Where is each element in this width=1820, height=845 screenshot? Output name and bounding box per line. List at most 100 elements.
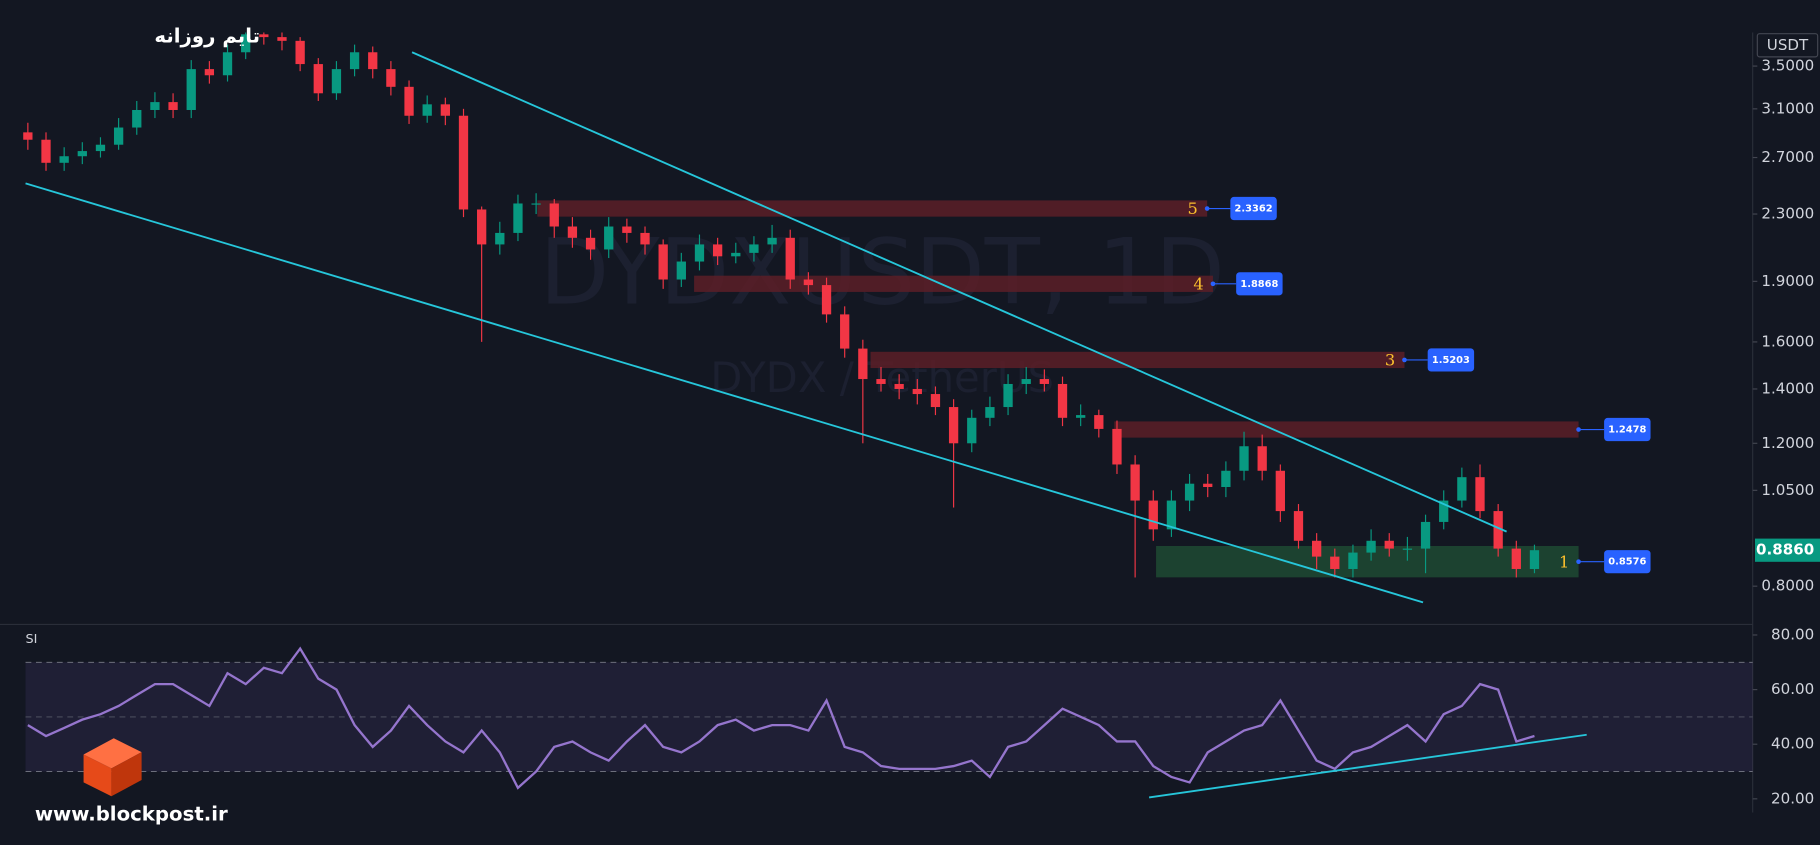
candle-body <box>1311 540 1322 557</box>
candle-body <box>1130 464 1140 501</box>
zone-number: 5 <box>1188 199 1198 218</box>
candle-body <box>1076 415 1086 418</box>
candle-body <box>749 244 759 253</box>
brand: www.blockpost.ir <box>35 802 228 825</box>
candle-body <box>1094 415 1104 429</box>
candle-body <box>1493 511 1503 549</box>
candle-body <box>477 209 487 245</box>
candle-body <box>295 40 305 65</box>
candle-body <box>767 237 777 245</box>
rsi-tick-label: 60.00 <box>1771 680 1814 698</box>
candle-body <box>386 69 396 87</box>
zone-number: 4 <box>1193 274 1203 293</box>
candle-body <box>313 64 323 94</box>
level-badge <box>1230 196 1277 221</box>
candle-body <box>1348 552 1358 569</box>
candle-body <box>222 52 233 76</box>
y-tick-label: 2.3000 <box>1761 205 1814 223</box>
candle-body <box>567 226 578 238</box>
level-zone <box>1114 421 1579 438</box>
candle-body <box>495 232 505 245</box>
channel-upper <box>411 51 1507 533</box>
rsi-trendline <box>1148 733 1587 799</box>
y-tick-label: 1.2000 <box>1761 434 1814 452</box>
rsi-tick-label: 20.00 <box>1771 789 1814 807</box>
candle-body <box>712 244 723 257</box>
candle-body <box>1184 483 1195 501</box>
level-value: 2.3362 <box>1235 204 1273 215</box>
rsi-tick-label: 80.00 <box>1771 625 1814 643</box>
last-price-label: 0.8860 <box>1756 541 1814 559</box>
candle-body <box>912 388 922 395</box>
candle-body <box>1439 500 1449 522</box>
candle-body <box>1239 446 1249 471</box>
y-tick-label: 1.6000 <box>1761 332 1814 350</box>
currency: USDT <box>1767 36 1809 54</box>
candle-body <box>77 151 87 157</box>
candle-body <box>168 102 178 110</box>
candle-body <box>676 261 686 280</box>
candle-body <box>241 34 251 53</box>
candle-body <box>1003 383 1013 408</box>
candle-body <box>331 69 342 94</box>
candle-body <box>1203 483 1213 488</box>
y-tick-label: 1.4000 <box>1761 379 1814 397</box>
zone-number: 1 <box>1559 552 1569 571</box>
candle-body <box>113 127 124 145</box>
candle-body <box>1402 548 1413 550</box>
candle-body <box>640 232 650 245</box>
level-dot <box>1204 206 1210 211</box>
currency-box <box>1756 33 1819 58</box>
rsi-line <box>27 646 1535 790</box>
level-badge <box>1427 348 1475 372</box>
candle-body <box>876 379 886 384</box>
candle-body <box>731 252 741 257</box>
y-tick-label: 0.8000 <box>1761 577 1814 595</box>
candle-body <box>1457 477 1467 501</box>
candle-body <box>1221 470 1231 488</box>
level-value: 1.2478 <box>1608 425 1646 436</box>
candle-body <box>1148 500 1158 530</box>
level-value: 0.8576 <box>1608 557 1646 568</box>
candle-body <box>458 115 469 210</box>
rsi-tick-label: 40.00 <box>1771 735 1814 753</box>
level-dot <box>1402 357 1407 363</box>
candle-body <box>658 244 668 280</box>
y-tick-label: 3.5000 <box>1761 57 1814 75</box>
candle-body <box>604 226 614 250</box>
candle-body <box>531 203 541 205</box>
y-tick-label: 1.9000 <box>1761 272 1814 290</box>
candle-body <box>513 203 523 233</box>
candle-body <box>1293 511 1304 541</box>
candle-body <box>277 37 287 41</box>
candle-body <box>186 69 196 110</box>
rsi-label: SI <box>26 632 38 647</box>
candle-body <box>59 156 69 163</box>
y-tick-label: 2.7000 <box>1761 148 1814 166</box>
candle-body <box>1039 379 1050 384</box>
candle-body <box>349 52 360 70</box>
level-dot <box>1576 559 1581 564</box>
candle-body <box>894 383 904 389</box>
candle-body <box>259 34 269 38</box>
candle-body <box>930 394 941 408</box>
candle-body <box>204 69 215 76</box>
candle-body <box>440 104 450 116</box>
level-zone <box>870 351 1405 369</box>
candle-body <box>803 279 814 286</box>
candle-body <box>1511 548 1521 569</box>
candle-body <box>95 144 106 152</box>
candle-body <box>694 244 705 262</box>
candle-body <box>622 226 632 233</box>
watermark: DYDXUSDT, 1D <box>540 220 1225 325</box>
candle-body <box>785 237 795 280</box>
candle-body <box>422 104 432 116</box>
candle-body <box>23 132 33 140</box>
candle-body <box>967 417 977 444</box>
candle-body <box>1475 477 1485 512</box>
candle-body <box>132 109 142 128</box>
candle-body <box>1021 379 1031 384</box>
candle-body <box>585 237 596 250</box>
